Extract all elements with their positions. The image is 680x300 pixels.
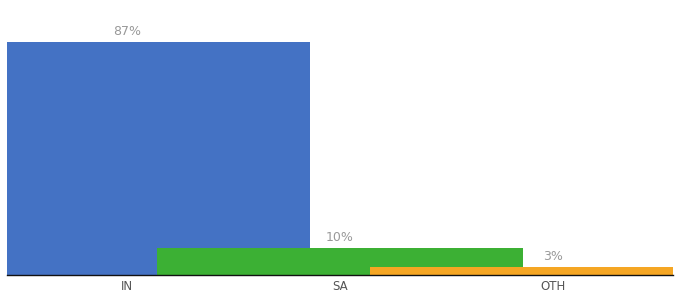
- Text: 10%: 10%: [326, 231, 354, 244]
- Text: 3%: 3%: [543, 250, 563, 263]
- Bar: [157, 248, 523, 275]
- Text: 87%: 87%: [113, 25, 141, 38]
- Bar: [370, 267, 680, 275]
- Bar: [0, 42, 310, 275]
